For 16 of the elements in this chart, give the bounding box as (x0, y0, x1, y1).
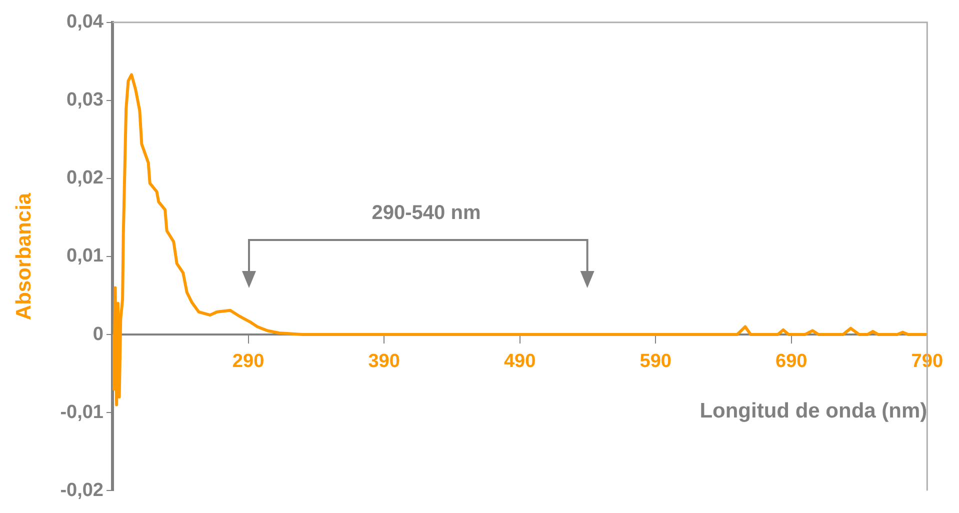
y-tick-label: 0,03 (66, 90, 104, 111)
x-tick-label: 690 (776, 351, 808, 372)
annotation: 290-540 nm (370, 202, 482, 225)
y-axis-title: Absorbancia (12, 192, 36, 320)
x-tick-label: 290 (232, 351, 264, 372)
x-tick-label: 590 (640, 351, 672, 372)
y-tick-label: 0,02 (66, 168, 104, 189)
x-axis-title: Longitud de onda (nm) (700, 400, 928, 423)
x-tick-label: 490 (504, 351, 536, 372)
x-tick-label: 390 (368, 351, 400, 372)
y-tick-label: -0,01 (60, 402, 104, 423)
y-tick-label: 0,01 (66, 246, 104, 267)
y-tick-label: 0 (92, 324, 104, 345)
x-tick-label: 790 (911, 351, 943, 372)
y-tick-label: 0,04 (66, 12, 104, 33)
y-tick-label: -0,02 (60, 480, 104, 501)
